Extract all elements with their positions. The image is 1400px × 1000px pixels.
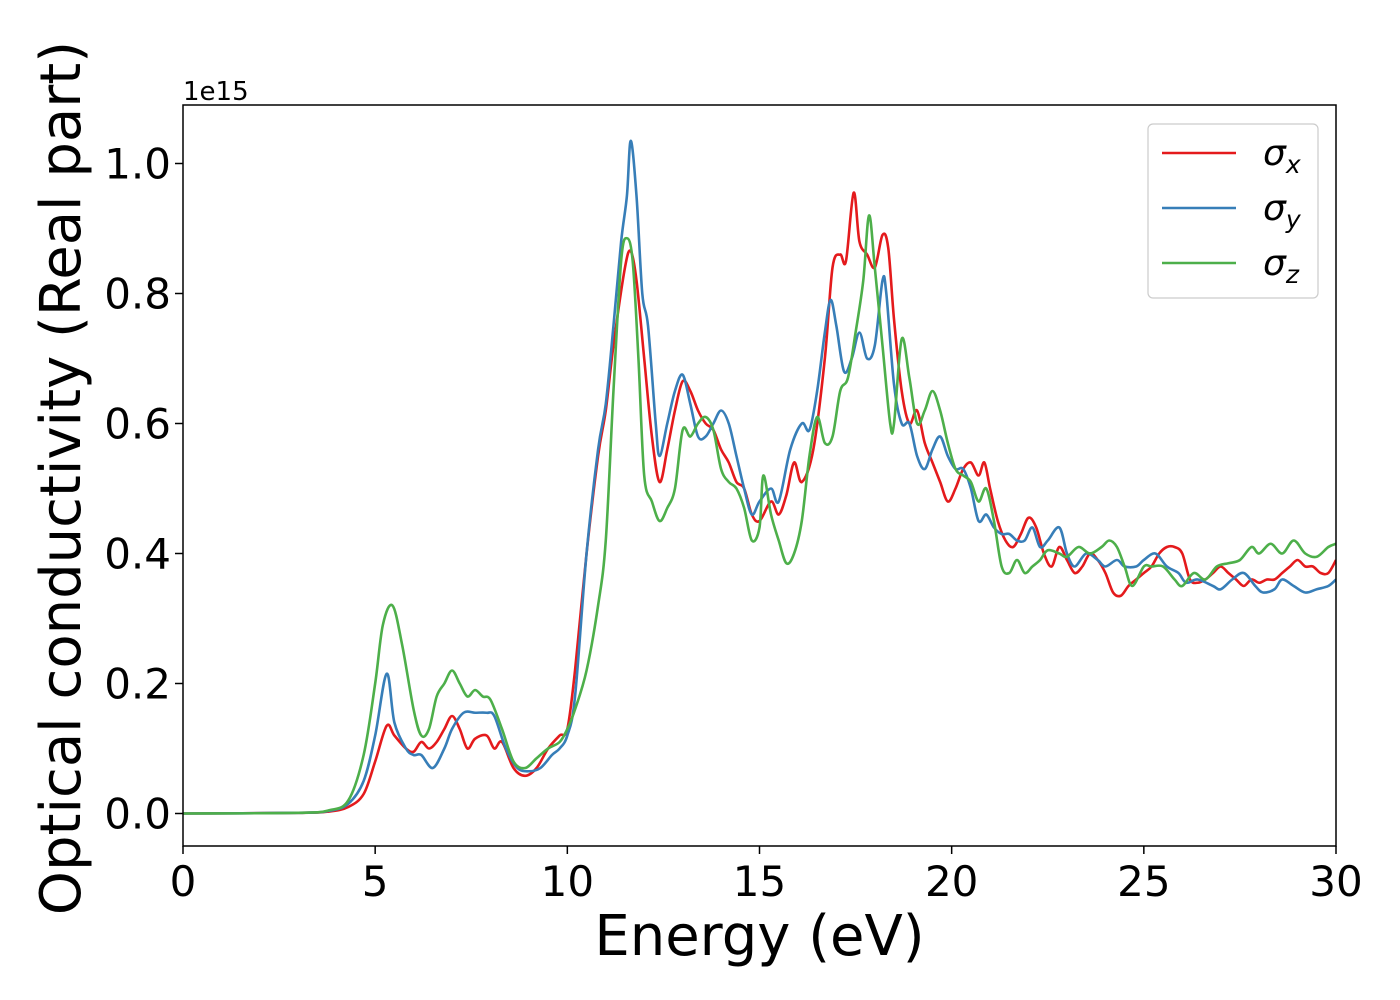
legend: σx σy σz bbox=[1147, 123, 1319, 299]
series-line-x bbox=[183, 191, 1336, 815]
legend-label-x: σx bbox=[1263, 133, 1301, 179]
series-layer bbox=[183, 139, 1336, 815]
x-tick-label: 5 bbox=[362, 857, 389, 906]
x-tick-label: 25 bbox=[1117, 857, 1170, 906]
x-axis: 0 5 10 15 20 25 30 bbox=[170, 846, 1363, 906]
x-tick-label: 30 bbox=[1309, 857, 1362, 906]
x-tick-label: 20 bbox=[925, 857, 978, 906]
y-tick-label: 0.6 bbox=[104, 400, 171, 449]
y-offset-text: 1e15 bbox=[183, 77, 249, 107]
legend-label-y: σy bbox=[1263, 188, 1302, 234]
y-axis-label: Optical conductivity (Real part) bbox=[29, 41, 94, 915]
legend-label-z: σz bbox=[1263, 243, 1300, 289]
y-tick-label: 0.0 bbox=[104, 790, 171, 839]
x-tick-label: 0 bbox=[170, 857, 197, 906]
y-tick-label: 0.2 bbox=[104, 660, 171, 709]
y-tick-label: 0.8 bbox=[104, 270, 171, 319]
legend-frame bbox=[1147, 123, 1319, 299]
x-tick-label: 15 bbox=[733, 857, 786, 906]
y-tick-label: 1.0 bbox=[104, 140, 171, 189]
x-axis-label: Energy (eV) bbox=[594, 904, 924, 969]
y-tick-label: 0.4 bbox=[104, 530, 171, 579]
y-axis: 0.0 0.2 0.4 0.6 0.8 1.0 bbox=[104, 140, 183, 839]
series-line-z bbox=[183, 214, 1336, 815]
series-line-y bbox=[183, 139, 1336, 815]
x-tick-label: 10 bbox=[541, 857, 594, 906]
